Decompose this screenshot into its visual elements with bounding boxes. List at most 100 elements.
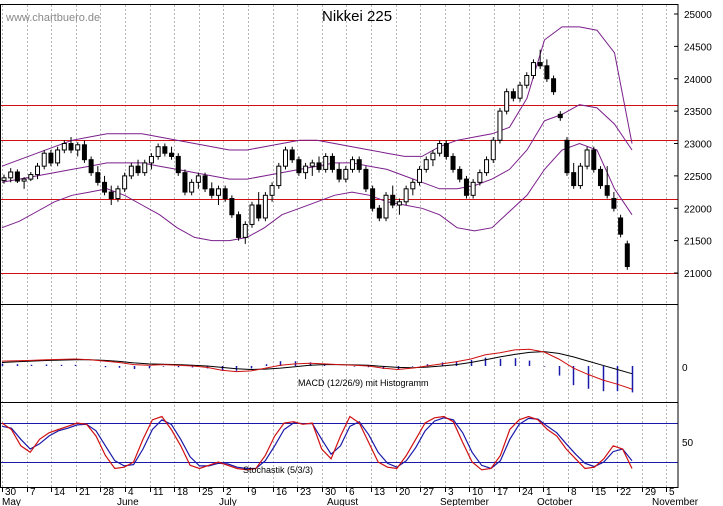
- candle-down: [329, 155, 335, 170]
- date-tick-label: 24: [522, 487, 534, 498]
- candle-down: [229, 198, 235, 216]
- date-tick-label: 22: [620, 487, 632, 498]
- candle-down: [48, 152, 54, 164]
- candle-up: [417, 168, 423, 183]
- candle-up: [8, 171, 14, 179]
- month-label: July: [219, 497, 237, 506]
- candle-up: [477, 172, 483, 183]
- candle-up: [142, 162, 148, 174]
- stochastic-d-line: [1, 417, 633, 470]
- date-tick-label: 6: [349, 487, 355, 498]
- candle-down: [564, 139, 570, 174]
- date-tick-label: 2: [226, 487, 232, 498]
- candle-down: [510, 91, 516, 99]
- candle-down: [356, 159, 362, 170]
- outer-frame: [0, 4, 679, 488]
- candle-up: [410, 181, 416, 190]
- candle-down: [81, 144, 87, 161]
- candle-down: [390, 194, 396, 206]
- date-tick-label: 16: [276, 487, 288, 498]
- date-tick-label: 28: [103, 487, 115, 498]
- price-tick-label: 23500: [684, 107, 712, 118]
- candle-down: [457, 168, 463, 180]
- candle-down: [450, 155, 456, 170]
- candle-down: [14, 171, 20, 182]
- date-tick-label: 8: [571, 487, 577, 498]
- candle-up: [437, 143, 443, 154]
- candle-up: [490, 139, 496, 161]
- candle-up: [122, 175, 128, 190]
- candle-down: [591, 149, 597, 170]
- stochastic-label: Stochastik (5/3/3): [243, 465, 313, 475]
- price-tick-label: 22000: [684, 204, 712, 215]
- candle-down: [88, 159, 94, 174]
- candle-down: [370, 188, 376, 209]
- watermark: www.chartbuero.de: [5, 12, 100, 24]
- price-tick-label: 23000: [684, 140, 712, 151]
- date-tick-label: 9: [251, 487, 257, 498]
- month-label: September: [440, 497, 490, 506]
- date-tick-label: 4: [128, 487, 134, 498]
- date-tick-label: 21: [79, 487, 91, 498]
- month-label: October: [537, 497, 573, 506]
- candle-up: [21, 178, 27, 182]
- date-tick-label: 13: [374, 487, 386, 498]
- candle-up: [1, 177, 7, 181]
- macd-panel: [1, 348, 634, 393]
- candle-up: [249, 204, 255, 225]
- date-tick-label: 29: [645, 487, 657, 498]
- candle-up: [383, 194, 389, 219]
- stochastic-50-tick: 50: [682, 438, 694, 449]
- candle-down: [537, 62, 543, 67]
- candle-up: [484, 159, 490, 174]
- candle-down: [68, 143, 74, 151]
- candle-up: [148, 155, 154, 164]
- date-tick-label: 1: [546, 487, 552, 498]
- candle-up: [75, 144, 81, 151]
- price-tick-label: 21000: [684, 269, 712, 280]
- candle-up: [189, 181, 195, 193]
- candle-up: [195, 175, 201, 183]
- candle-down: [624, 243, 630, 268]
- macd-signal-line: [1, 351, 633, 375]
- macd-line: [1, 348, 633, 390]
- bollinger-bands: [1, 26, 633, 242]
- month-label: November: [652, 497, 699, 506]
- candle-up: [55, 149, 61, 164]
- candle-up: [343, 168, 349, 180]
- candle-down: [463, 178, 469, 196]
- date-tick-label: 27: [423, 487, 435, 498]
- date-tick-label: 18: [177, 487, 189, 498]
- candle-down: [135, 165, 141, 174]
- candle-down: [222, 188, 228, 200]
- candle-up: [497, 110, 503, 141]
- candlestick-series: [1, 49, 630, 270]
- candle-up: [303, 165, 309, 174]
- candle-up: [276, 165, 282, 187]
- candle-up: [423, 159, 429, 170]
- month-label: May: [2, 497, 21, 506]
- bollinger-upper: [1, 26, 633, 167]
- candle-down: [209, 188, 215, 196]
- month-label: August: [327, 497, 358, 506]
- candle-up: [470, 181, 476, 196]
- candle-down: [289, 149, 295, 161]
- date-tick-label: 10: [472, 487, 484, 498]
- candle-up: [35, 165, 41, 176]
- price-tick-label: 25000: [684, 10, 712, 21]
- date-tick-label: 3: [448, 487, 454, 498]
- candle-up: [155, 146, 161, 157]
- candle-down: [551, 78, 557, 93]
- candle-up: [262, 194, 268, 219]
- candle-up: [215, 188, 221, 196]
- candle-up: [242, 223, 248, 238]
- macd-zero-tick: 0: [682, 363, 688, 374]
- candle-down: [316, 162, 322, 170]
- candle-up: [323, 155, 329, 170]
- candle-up: [430, 152, 436, 161]
- price-tick-label: 22500: [684, 172, 712, 183]
- candle-down: [604, 185, 610, 196]
- candle-down: [611, 198, 617, 209]
- candle-up: [309, 162, 315, 167]
